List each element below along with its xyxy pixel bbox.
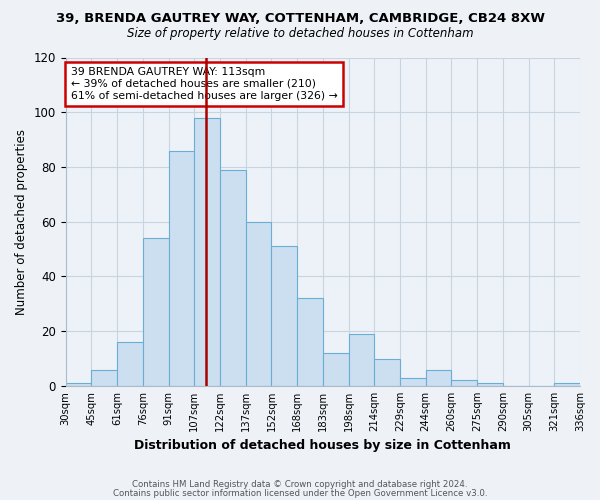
Bar [117, 342, 143, 386]
Bar [297, 298, 323, 386]
Bar [245, 222, 271, 386]
Bar [400, 378, 425, 386]
Text: 39, BRENDA GAUTREY WAY, COTTENHAM, CAMBRIDGE, CB24 8XW: 39, BRENDA GAUTREY WAY, COTTENHAM, CAMBR… [56, 12, 545, 26]
Bar [477, 383, 503, 386]
Bar [349, 334, 374, 386]
Bar [65, 383, 91, 386]
Y-axis label: Number of detached properties: Number of detached properties [15, 128, 28, 314]
X-axis label: Distribution of detached houses by size in Cottenham: Distribution of detached houses by size … [134, 440, 511, 452]
Text: Contains public sector information licensed under the Open Government Licence v3: Contains public sector information licen… [113, 488, 487, 498]
Bar [194, 118, 220, 386]
Text: Contains HM Land Registry data © Crown copyright and database right 2024.: Contains HM Land Registry data © Crown c… [132, 480, 468, 489]
Bar [451, 380, 477, 386]
Bar [91, 370, 117, 386]
Bar [169, 150, 194, 386]
Text: Size of property relative to detached houses in Cottenham: Size of property relative to detached ho… [127, 28, 473, 40]
Bar [323, 353, 349, 386]
Bar [554, 383, 580, 386]
Bar [143, 238, 169, 386]
Bar [374, 358, 400, 386]
Bar [425, 370, 451, 386]
Text: 39 BRENDA GAUTREY WAY: 113sqm
← 39% of detached houses are smaller (210)
61% of : 39 BRENDA GAUTREY WAY: 113sqm ← 39% of d… [71, 68, 338, 100]
Bar [271, 246, 297, 386]
Bar [220, 170, 245, 386]
